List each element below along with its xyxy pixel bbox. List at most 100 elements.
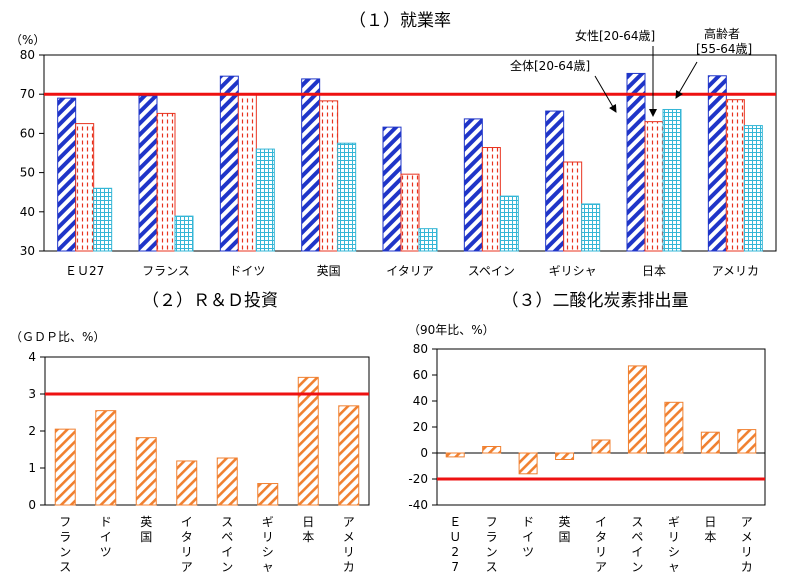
chart3-bar: [518, 452, 538, 475]
chart2-category-label: ツ: [100, 545, 112, 559]
chart3-category-label: メ: [741, 530, 753, 544]
chart2-category-label: ド: [100, 515, 112, 529]
chart2-category-label: ペ: [221, 530, 233, 544]
chart2-ytick-label: 1: [28, 461, 36, 475]
chart2-category-label: 国: [140, 530, 152, 544]
chart3-category-label: ギ: [668, 515, 680, 529]
chart2-category-label: タ: [181, 530, 193, 544]
chart2-ytick-label: 4: [28, 350, 36, 364]
chart1-annotation-female: 女性[20-64歳]: [575, 28, 655, 43]
chart1-bar-all: [545, 110, 565, 252]
chart2-category-label: ギ: [262, 515, 274, 529]
chart3-category-label: ャ: [668, 560, 680, 574]
chart1-bar-female: [237, 93, 257, 252]
chart3-category-label: イ: [595, 515, 607, 529]
chart1-bar-all: [57, 97, 77, 252]
chart2-unit-label: （ＧＤＰ比、%）: [10, 330, 105, 344]
chart3-category-label: ド: [522, 515, 534, 529]
chart2-category-label: ン: [221, 560, 233, 574]
chart2-ytick-label: 3: [28, 387, 36, 401]
chart2-category-label: ャ: [262, 560, 274, 574]
chart3-plot-frame: [436, 348, 766, 506]
chart3-category-label: イ: [631, 545, 643, 559]
chart1-bar-all: [626, 72, 646, 252]
chart2-category-label: フ: [59, 515, 71, 529]
chart3-bar: [627, 365, 647, 454]
chart3-category-label: ア: [595, 560, 607, 574]
chart1-unit-label: （%）: [10, 33, 45, 47]
chart2-category-label: ラ: [59, 530, 71, 544]
chart1-category-label: ドイツ: [229, 264, 265, 278]
chart2-category-label: 日: [302, 515, 314, 529]
chart1-bar-elderly: [581, 203, 601, 252]
chart2-category-label: ス: [59, 560, 71, 574]
chart1-ytick-label: 40: [20, 205, 35, 219]
chart2-bar: [176, 460, 198, 506]
chart3-category-label: 本: [704, 530, 716, 544]
chart3-category-label: 国: [559, 530, 571, 544]
chart3-category-label: カ: [741, 560, 753, 574]
chart2-title: （２）Ｒ＆Ｄ投資: [142, 291, 278, 311]
chart1-bar-elderly: [418, 228, 438, 252]
chart1-annotation-elderly-line1: 高齢者: [704, 26, 740, 41]
chart1-bar-female: [644, 121, 664, 252]
chart3-bar: [555, 452, 575, 460]
chart1-bar-elderly: [255, 148, 275, 252]
co2-emissions-chart: （３）二酸化炭素排出量 （90年比、%） -40 -20 0 20 40 60 80 ＥＵ2…: [408, 291, 766, 574]
chart3-ytick-label: 60: [413, 368, 428, 382]
chart1-bar-elderly: [743, 125, 763, 252]
chart3-category-label: フ: [486, 515, 498, 529]
chart3-ytick-label: 80: [413, 342, 428, 356]
chart3-ytick-label: 40: [413, 394, 428, 408]
chart1-category-label: ＥＵ27: [65, 264, 104, 278]
chart1-bar-elderly: [93, 187, 113, 252]
chart3-ytick-label: -40: [408, 498, 428, 512]
chart1-bar-female: [481, 147, 501, 252]
chart3-category-label: ア: [741, 515, 753, 529]
chart3-category-label: タ: [595, 530, 607, 544]
employment-rate-chart: （１）就業率 （%） 30 40 50 60 70 80 ＥＵ27 フランス ドイツ 英国 イタリ…: [10, 11, 777, 278]
chart1-category-label: スペイン: [468, 264, 515, 278]
chart2-category-label: カ: [343, 560, 355, 574]
chart1-bar-female: [75, 123, 95, 252]
chart2-bar: [216, 457, 238, 506]
chart3-category-label: ン: [631, 560, 643, 574]
chart1-bar-elderly: [499, 195, 519, 252]
chart3-bar: [591, 439, 611, 454]
chart2-category-label: 英: [140, 515, 152, 529]
chart3-category-label: Ｅ: [449, 515, 461, 529]
chart1-annotation-all: 全体[20-64歳]: [510, 58, 590, 73]
chart2-category-label: リ: [262, 530, 274, 544]
chart2-bar: [95, 410, 117, 506]
chart1-ytick-label: 50: [20, 166, 35, 180]
chart3-bar: [737, 429, 757, 454]
chart3-category-label: 7: [451, 560, 459, 574]
chart1-category-label: アメリカ: [712, 264, 759, 278]
chart1-ytick-label: 30: [20, 244, 35, 258]
chart1-ytick-label: 60: [20, 126, 35, 140]
chart2-plot-frame: [44, 356, 370, 506]
chart2-category-label: シ: [262, 545, 274, 559]
chart1-bar-all: [301, 78, 321, 252]
chart1-category-label: 日本: [642, 264, 666, 278]
chart1-arrow-all: [594, 75, 617, 113]
chart2-category-label: ア: [181, 560, 193, 574]
chart2-bar: [54, 428, 76, 506]
chart3-title: （３）二酸化炭素排出量: [502, 291, 689, 311]
chart3-ytick-label: -20: [408, 472, 428, 486]
chart2-category-label: メ: [343, 530, 355, 544]
chart1-ytick-label: 80: [20, 48, 35, 62]
chart3-bar: [700, 431, 720, 454]
chart1-bar-female: [725, 99, 745, 252]
chart2-ytick-label: 2: [28, 424, 36, 438]
chart1-title: （１）就業率: [349, 11, 451, 31]
chart3-category-label: リ: [668, 530, 680, 544]
chart2-category-label: イ: [181, 515, 193, 529]
chart3-category-label: Ｕ: [449, 530, 461, 544]
chart2-bar: [338, 405, 360, 506]
chart2-category-label: イ: [221, 545, 233, 559]
chart1-category-label: フランス: [142, 264, 190, 278]
chart3-category-label: ペ: [631, 530, 643, 544]
chart3-category-label: 英: [559, 515, 571, 529]
